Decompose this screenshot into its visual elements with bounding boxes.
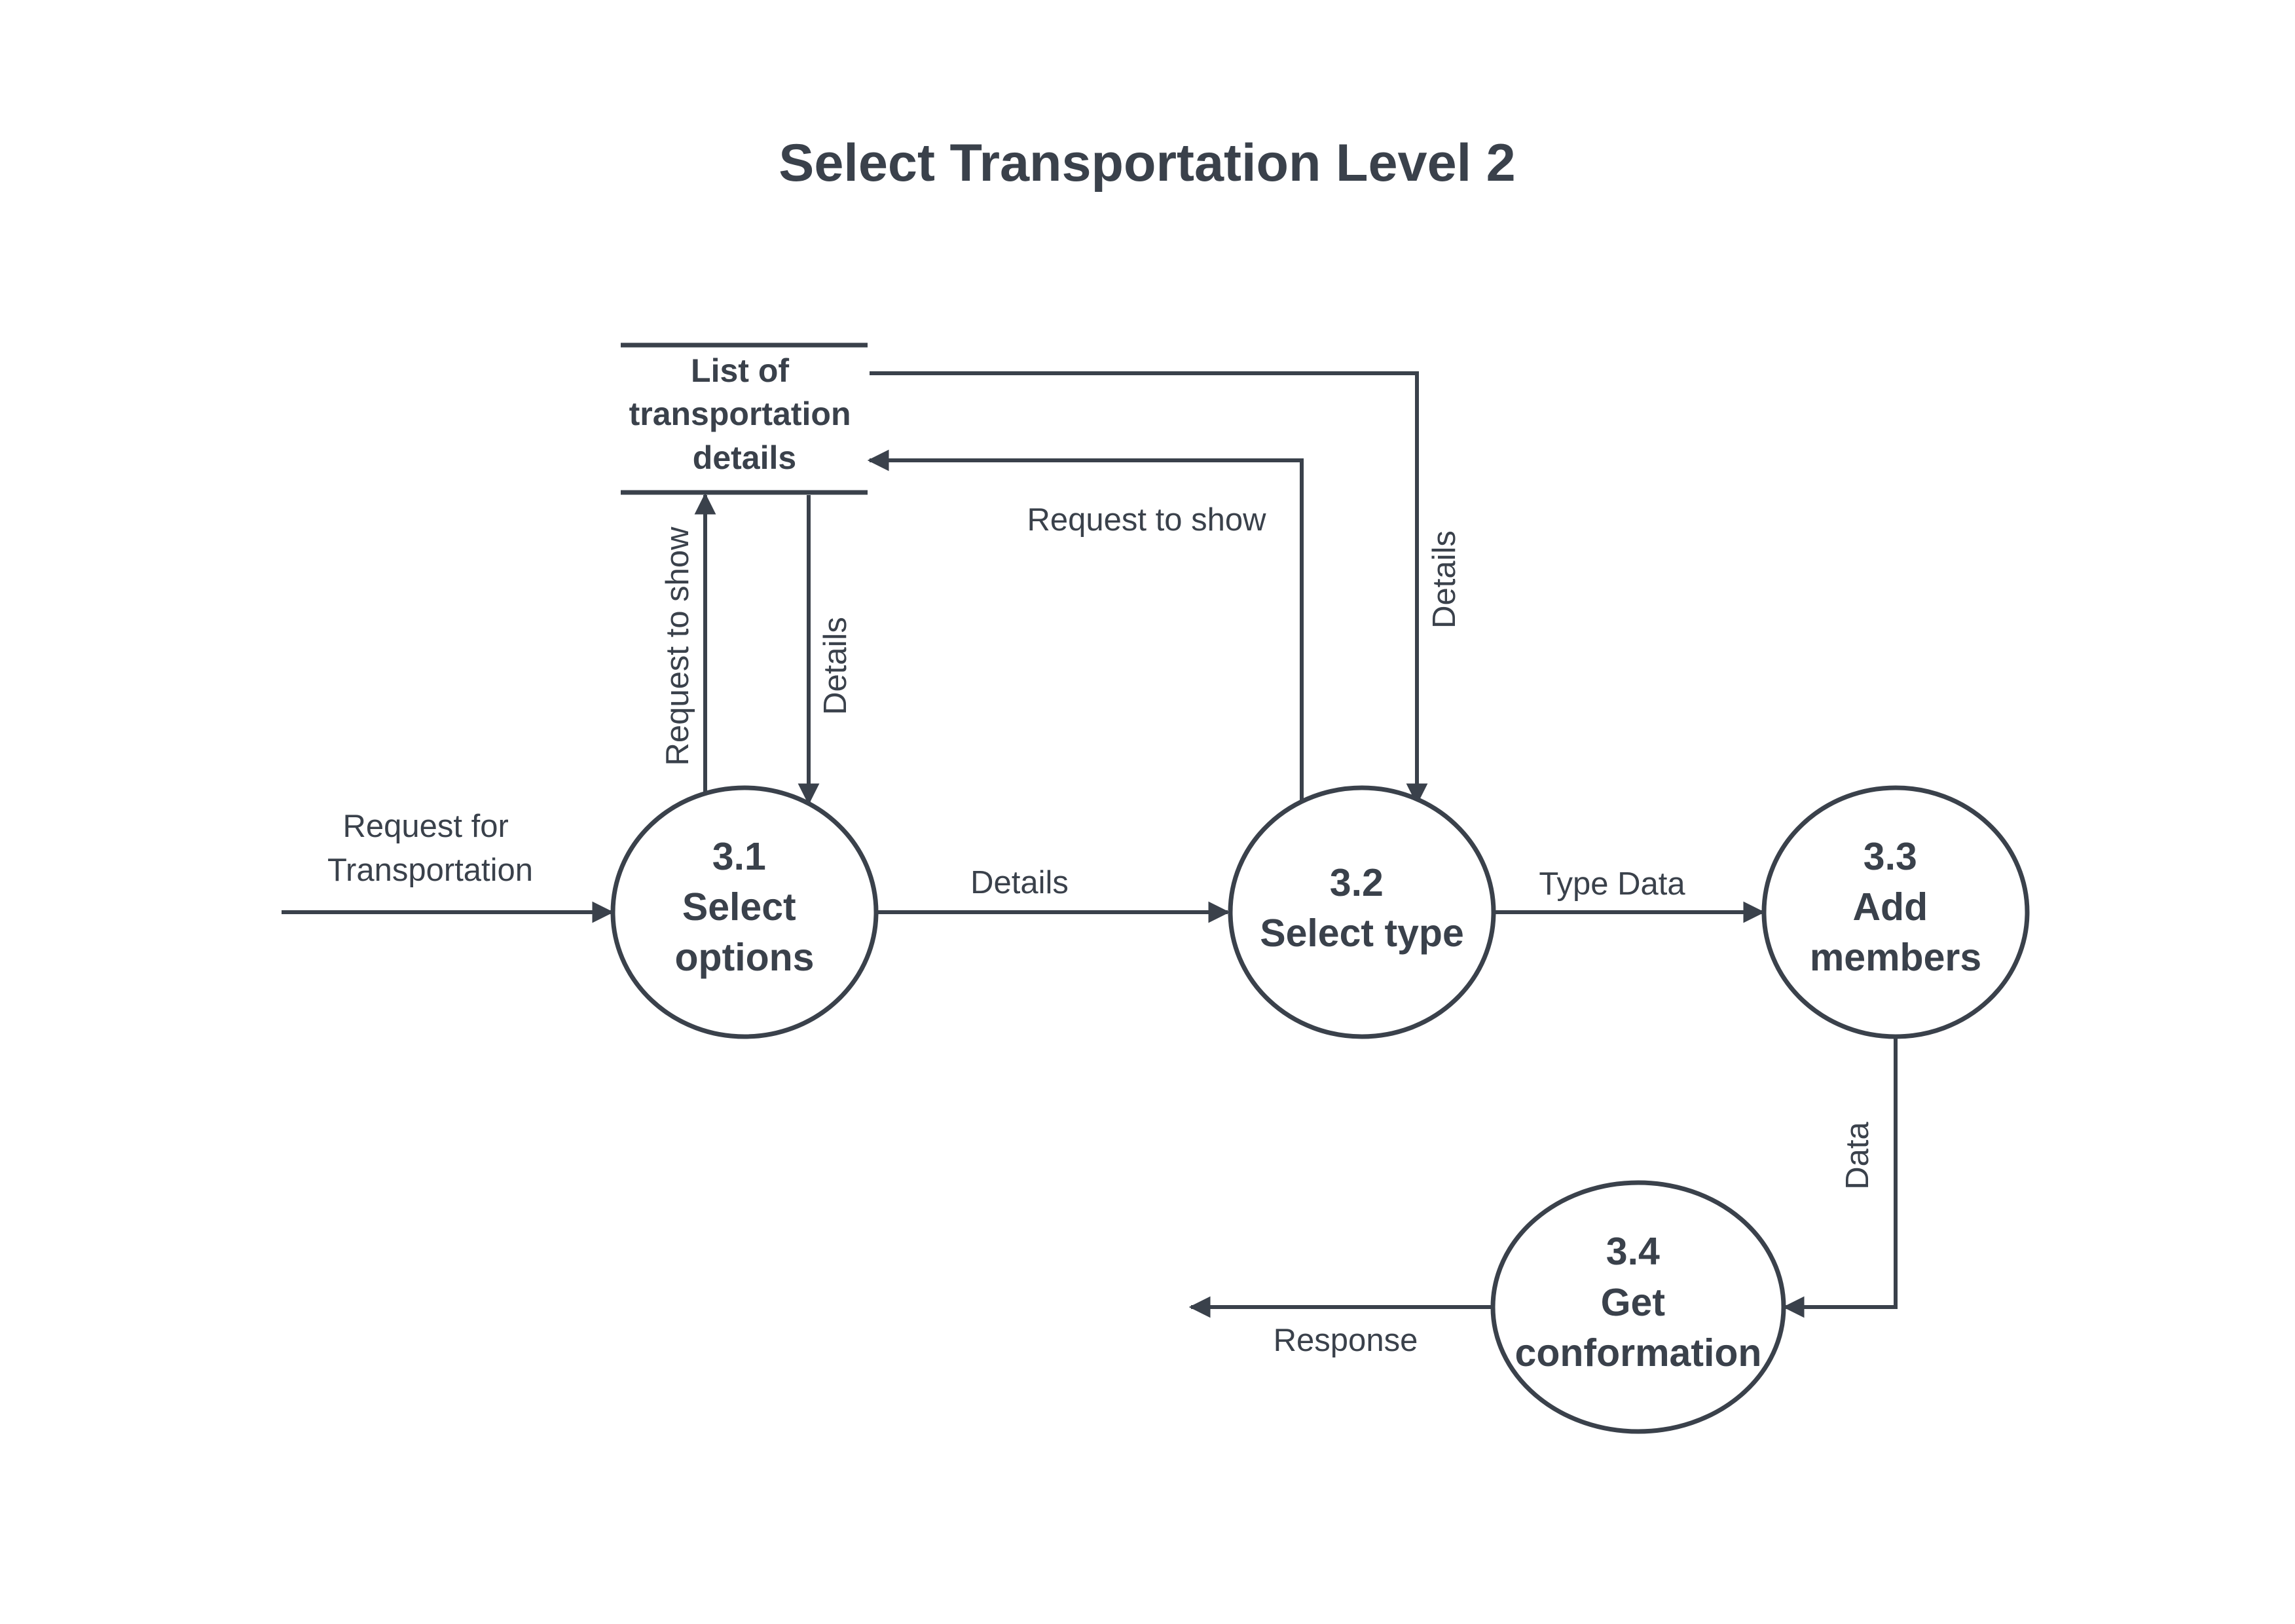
process-3-4-label-2: conformation xyxy=(1515,1331,1762,1375)
diagram-title: Select Transportation Level 2 xyxy=(779,134,1515,193)
process-3-3-label-2: members xyxy=(1810,936,1981,979)
process-3-4-number: 3.4 xyxy=(1606,1230,1660,1273)
process-3-3-number: 3.3 xyxy=(1864,835,1917,878)
label-3-1-to-store: Request to show xyxy=(660,526,695,766)
svg-text:3.2 Select type: 3.2 Select type xyxy=(1260,861,1464,955)
process-3-1-label-2: options xyxy=(674,936,814,979)
flow-3-3-to-3-4 xyxy=(1782,1038,1898,1318)
process-3-3: 3.3 Add members xyxy=(1761,785,2030,1039)
process-3-4-label-1: Get xyxy=(1601,1281,1665,1324)
label-store-to-3-2: Details xyxy=(1427,530,1462,629)
svg-text:3.3 Add members: 3.3 Add members xyxy=(1810,835,1981,979)
label-store-to-3-1: Details xyxy=(818,617,853,715)
label-request-for-transportation-1: Request for xyxy=(343,809,509,844)
store-label-line-2: transportation xyxy=(629,396,851,432)
label-3-2-to-store: Request to show xyxy=(1027,502,1267,538)
process-3-2-number: 3.2 xyxy=(1330,861,1384,904)
process-3-1-label-1: Select xyxy=(682,885,796,929)
flow-store-to-3-2 xyxy=(870,371,1428,805)
process-3-2-label-1: Select type xyxy=(1260,912,1464,955)
process-3-2: 3.2 Select type xyxy=(1228,785,1496,1039)
store-label-line-3: details xyxy=(693,439,796,476)
svg-text:Request for Transportation: Request for Transportation xyxy=(327,809,533,888)
label-3-3-to-3-4: Data xyxy=(1840,1122,1875,1190)
svg-text:3.1 Select options: 3.1 Select options xyxy=(674,835,814,979)
label-3-2-to-3-3: Type Data xyxy=(1539,866,1685,902)
label-3-1-to-3-2: Details xyxy=(970,865,1069,900)
label-response: Response xyxy=(1274,1323,1418,1358)
data-store-transportation-details: List of transportation details xyxy=(621,342,868,495)
svg-text:List of transportation: List of transportation details xyxy=(629,352,860,476)
flow-lines xyxy=(282,371,1898,1318)
process-3-4: 3.4 Get conformation xyxy=(1490,1180,1786,1434)
label-request-for-transportation-2: Transportation xyxy=(327,853,533,888)
flow-3-2-to-store xyxy=(867,449,1304,802)
process-3-1-number: 3.1 xyxy=(712,835,766,878)
process-3-3-label-1: Add xyxy=(1852,885,1928,929)
process-3-1: 3.1 Select options xyxy=(610,785,879,1039)
svg-text:3.4 Get conformati: 3.4 Get conformation xyxy=(1515,1230,1762,1375)
store-label-line-1: List of xyxy=(691,352,789,389)
